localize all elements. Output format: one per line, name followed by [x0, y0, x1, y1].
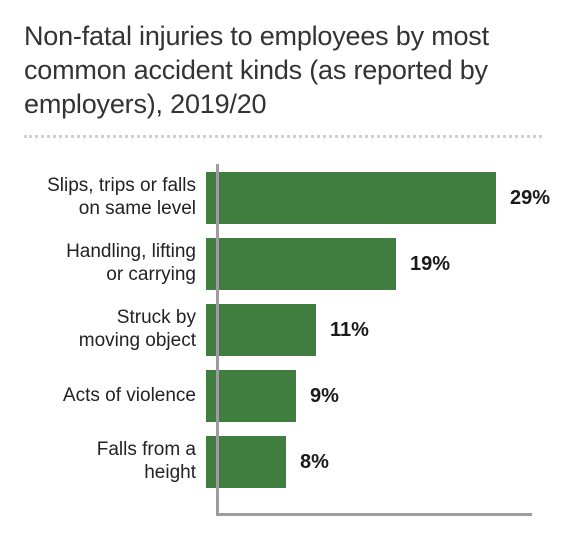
bar-row: Falls from a height 8%	[24, 436, 542, 488]
y-axis	[216, 164, 219, 514]
category-label-line1: Falls from a	[97, 439, 196, 460]
bar-area: 9%	[206, 370, 542, 422]
bar-chart: Slips, trips or falls on same level 29% …	[24, 172, 542, 514]
bar	[206, 172, 496, 224]
category-label-line2: or carrying	[106, 264, 196, 285]
bar-area: 19%	[206, 238, 542, 290]
category-label-line1: Slips, trips or falls	[47, 175, 196, 196]
bar-value-label: 8%	[300, 451, 329, 474]
bar-value-label: 29%	[510, 187, 550, 210]
bar-row: Struck by moving object 11%	[24, 304, 542, 356]
category-label-line1: Handling, lifting	[66, 241, 196, 262]
bar-area: 11%	[206, 304, 542, 356]
category-label-line2: moving object	[79, 330, 196, 351]
plot-area: Slips, trips or falls on same level 29% …	[24, 172, 542, 514]
category-label: Handling, lifting or carrying	[24, 241, 206, 287]
category-label: Struck by moving object	[24, 307, 206, 353]
category-label: Falls from a height	[24, 439, 206, 485]
bar-value-label: 19%	[410, 253, 450, 276]
x-axis	[216, 513, 532, 516]
bar	[206, 238, 396, 290]
bar-value-label: 9%	[310, 385, 339, 408]
category-label-line1: Struck by	[117, 307, 196, 328]
bar	[206, 304, 316, 356]
bar-area: 29%	[206, 172, 550, 224]
category-label: Slips, trips or falls on same level	[24, 175, 206, 221]
dotted-divider	[24, 135, 542, 138]
category-label-line2: on same level	[79, 198, 196, 219]
bar-row: Slips, trips or falls on same level 29%	[24, 172, 542, 224]
bar-row: Acts of violence 9%	[24, 370, 542, 422]
category-label-line2: height	[144, 462, 196, 483]
bar-area: 8%	[206, 436, 542, 488]
bar-row: Handling, lifting or carrying 19%	[24, 238, 542, 290]
bar	[206, 370, 296, 422]
bar-value-label: 11%	[330, 319, 369, 342]
category-label-line1: Acts of violence	[63, 385, 196, 406]
category-label: Acts of violence	[24, 385, 206, 408]
chart-title: Non-fatal injuries to employees by most …	[24, 20, 542, 121]
